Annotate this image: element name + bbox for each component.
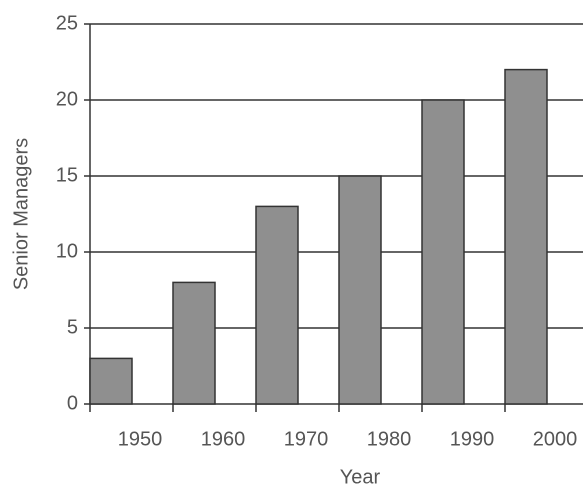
x-tick-label: 1960 — [201, 428, 246, 450]
x-tick-label: 1950 — [118, 428, 163, 450]
bar — [338, 175, 382, 405]
y-tick-label: 25 — [56, 12, 78, 34]
y-tick-label: 5 — [67, 316, 78, 338]
y-axis-label: Senior Managers — [10, 138, 32, 290]
x-tick-label: 2000 — [533, 428, 578, 450]
bar — [89, 357, 133, 405]
bar — [255, 205, 299, 405]
y-tick-label: 15 — [56, 164, 78, 186]
bar — [421, 99, 465, 405]
bar — [172, 281, 216, 405]
y-tick-label: 10 — [56, 240, 78, 262]
x-tick-label: 1980 — [367, 428, 412, 450]
x-axis-label: Year — [340, 466, 381, 488]
y-tick-label: 0 — [67, 392, 78, 414]
x-tick-label: 1970 — [284, 428, 329, 450]
bar — [504, 68, 548, 405]
y-tick-label: 20 — [56, 88, 78, 110]
x-tick-label: 1990 — [450, 428, 495, 450]
